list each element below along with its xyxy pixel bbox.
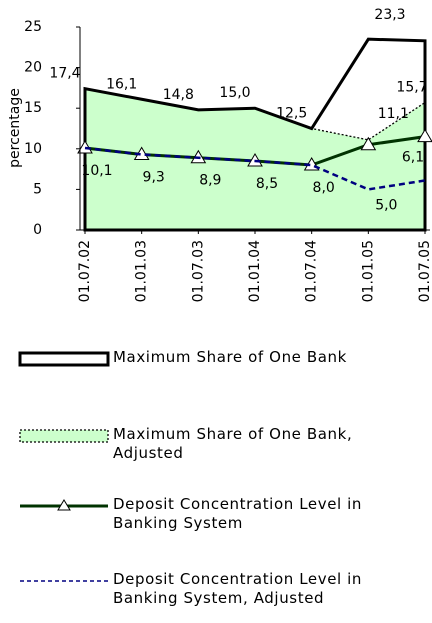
y-tick-label: 5 [33, 181, 42, 197]
x-tick-label: 01.01.03 [134, 240, 150, 302]
y-tick-label: 0 [33, 222, 42, 238]
data-label: 5,0 [375, 197, 397, 213]
legend-label: Maximum Share of One Bank, Adjusted [113, 425, 353, 462]
data-label: 15,7 [396, 80, 427, 96]
legend-label: Maximum Share of One Bank [113, 348, 347, 366]
y-tick-label: 25 [24, 19, 42, 35]
x-tick-label: 01.01.05 [360, 240, 376, 302]
x-tick-label: 01.07.02 [77, 240, 93, 302]
data-label: 11,1 [378, 106, 409, 122]
data-label: 23,3 [374, 7, 405, 23]
data-label: 8,0 [313, 180, 335, 196]
marker [77, 139, 93, 154]
y-tick-label: 10 [24, 141, 42, 157]
legend-label: Deposit Concentration Level in Banking S… [113, 570, 363, 607]
marker [417, 128, 432, 143]
x-tick-label: 01.07.05 [417, 240, 432, 302]
y-tick-label: 20 [24, 60, 42, 76]
data-label: 16,1 [106, 76, 137, 92]
data-label: 10,1 [81, 163, 112, 179]
legend-label: Deposit Concentration Level in Banking S… [113, 495, 363, 532]
data-label: 12,5 [276, 106, 307, 122]
data-label: 15,0 [219, 85, 250, 101]
data-label: 8,9 [199, 173, 221, 189]
data-label: 14,8 [163, 87, 194, 103]
legend-swatch [18, 351, 110, 367]
data-label: 9,3 [143, 169, 165, 185]
x-tick-label: 01.01.04 [247, 240, 263, 302]
y-tick-label: 15 [24, 100, 42, 116]
x-tick-label: 01.07.04 [304, 240, 320, 302]
legend-marker [57, 499, 71, 511]
data-label: 6,1 [402, 149, 424, 165]
x-tick-label: 01.07.03 [190, 240, 206, 302]
data-label: 17,4 [49, 66, 80, 82]
legend-swatch [19, 429, 109, 443]
line [84, 146, 426, 191]
y-axis-label: percentage [7, 88, 23, 168]
marker [360, 136, 377, 151]
data-label: 8,5 [256, 176, 278, 192]
